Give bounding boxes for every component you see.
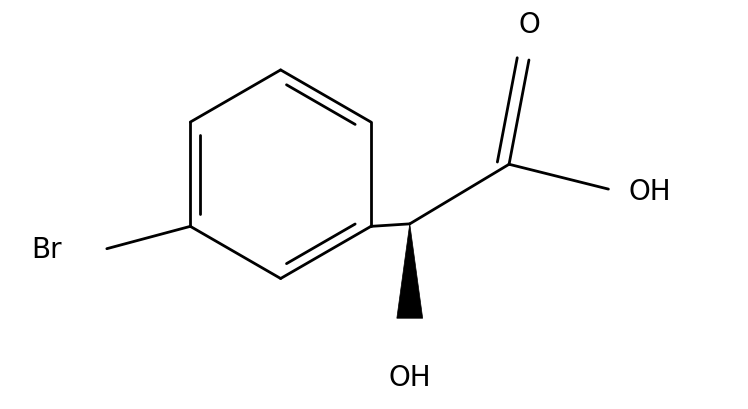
Text: Br: Br: [31, 235, 62, 263]
Text: O: O: [518, 11, 540, 39]
Text: OH: OH: [388, 363, 431, 391]
Text: OH: OH: [628, 178, 671, 206]
Polygon shape: [397, 224, 423, 319]
